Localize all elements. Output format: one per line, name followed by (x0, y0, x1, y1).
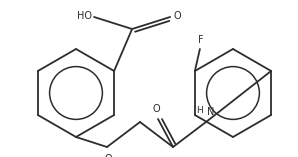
Text: O: O (173, 11, 181, 21)
Text: O: O (152, 104, 160, 114)
Text: F: F (198, 35, 204, 45)
Text: HO: HO (77, 11, 92, 21)
Text: N: N (207, 107, 214, 117)
Text: O: O (104, 154, 112, 157)
Text: H: H (196, 106, 203, 115)
